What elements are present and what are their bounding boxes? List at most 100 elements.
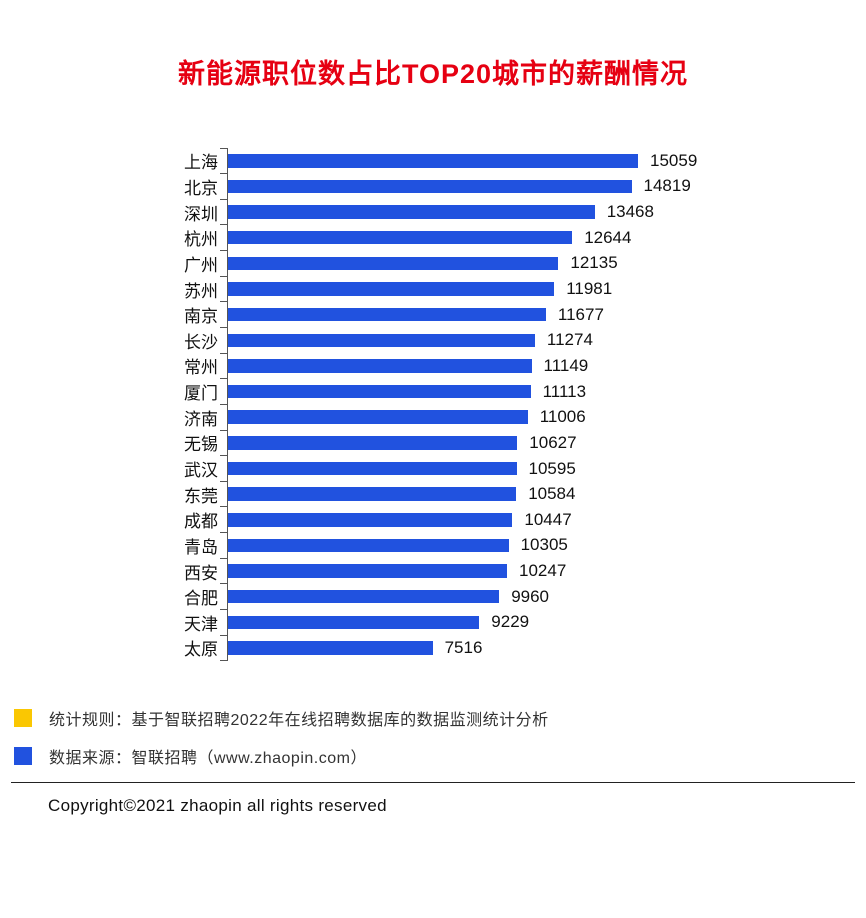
value-label: 11677: [557, 304, 604, 324]
footnotes: 统计规则：基于智联招聘2022年在线招聘数据库的数据监测统计分析 数据来源：智联…: [0, 706, 866, 768]
category-label: 合肥: [184, 589, 218, 609]
bar-area: 12135: [220, 250, 842, 277]
bar-area: 11274: [220, 326, 842, 354]
bar: [228, 307, 546, 322]
category-label: 成都: [184, 512, 218, 532]
bar: [228, 513, 513, 527]
bar: [228, 154, 638, 168]
value-label: 15059: [650, 150, 698, 170]
bar-row: 深圳 13468: [142, 198, 842, 225]
value-label: 14819: [643, 176, 691, 196]
bar-row: 东莞 10584: [142, 480, 842, 507]
bar: [228, 436, 518, 450]
category-label: 无锡: [184, 435, 218, 455]
bar-area: 9960: [220, 583, 842, 610]
bar-area: 11149: [220, 352, 842, 379]
bar-area: 11113: [220, 378, 842, 405]
footnote-text: 统计规则：基于智联招聘2022年在线招聘数据库的数据监测统计分析: [49, 711, 549, 729]
legend-marker: [14, 746, 32, 765]
bar: [228, 205, 595, 219]
category-label: 常州: [184, 358, 218, 378]
infographic-page: 新能源职位数占比TOP20城市的薪酬情况 上海 15059 北京 14819 深圳 134…: [0, 52, 866, 918]
bar-area: 13468: [220, 198, 842, 225]
value-label: 11113: [542, 381, 587, 401]
bar: [228, 282, 555, 296]
value-label: 11006: [539, 407, 586, 427]
bar-chart: 上海 15059 北京 14819 深圳 13468 杭州 12644 广州 12135 苏州 119…: [142, 147, 866, 661]
value-label: 11274: [546, 330, 593, 350]
bar-area: 12644: [220, 224, 842, 251]
value-label: 9960: [511, 586, 550, 606]
chart-title: 新能源职位数占比TOP20城市的薪酬情况: [177, 59, 689, 89]
category-label: 北京: [184, 178, 218, 198]
bar-area: 11981: [220, 275, 842, 302]
bar-row: 太原 7516: [142, 634, 842, 661]
category-label: 杭州: [184, 230, 218, 250]
bar-row: 济南 11006: [142, 403, 842, 431]
footnote-data-source: 数据来源：智联招聘（www.zhaopin.com）: [14, 744, 866, 768]
value-label: 12644: [584, 227, 632, 247]
copyright-text: Copyright©2021 zhaopin all rights reserv…: [48, 795, 387, 815]
bar: [228, 333, 535, 348]
bar-row: 厦门 11113: [142, 378, 842, 405]
bar-area: 10595: [220, 455, 842, 482]
value-label: 9229: [491, 612, 530, 632]
bar-area: 10305: [220, 532, 842, 559]
bar-row: 长沙 11274: [142, 326, 842, 354]
footnote-statistics-rule: 统计规则：基于智联招聘2022年在线招聘数据库的数据监测统计分析: [14, 706, 866, 730]
bar-area: 10584: [220, 480, 842, 507]
category-label: 青岛: [184, 537, 218, 557]
bar: [228, 589, 500, 604]
footnote-text: 数据来源：智联招聘（www.zhaopin.com）: [49, 749, 367, 767]
category-label: 厦门: [184, 384, 218, 404]
value-label: 10584: [528, 484, 576, 504]
bar-row: 常州 11149: [142, 352, 842, 379]
bar: [228, 461, 517, 476]
category-label: 西安: [184, 563, 218, 583]
bar-area: 7516: [220, 634, 842, 661]
bar-row: 天津 9229: [142, 609, 842, 636]
bar-area: 15059: [220, 147, 842, 174]
bar: [228, 564, 507, 578]
bar-area: 10627: [220, 429, 842, 456]
category-label: 天津: [184, 614, 218, 634]
bar-row: 杭州 12644: [142, 224, 842, 251]
bar: [228, 384, 531, 399]
bar: [228, 359, 532, 373]
value-label: 11981: [566, 279, 613, 299]
value-label: 7516: [444, 637, 483, 657]
bar-area: 9229: [220, 609, 842, 636]
value-label: 10447: [524, 509, 572, 529]
divider-line: [11, 781, 855, 783]
value-label: 10595: [528, 458, 576, 478]
bar-row: 成都 10447: [142, 506, 842, 533]
bar-row: 武汉 10595: [142, 455, 842, 482]
bar-row: 西安 10247: [142, 557, 842, 584]
bar-area: 11006: [220, 403, 842, 431]
category-label: 长沙: [184, 332, 218, 352]
value-label: 10247: [519, 561, 567, 581]
bar: [228, 615, 480, 630]
value-label: 10305: [520, 535, 568, 555]
bar-area: 11677: [220, 301, 842, 328]
legend-marker: [14, 708, 32, 727]
bar-row: 北京 14819: [142, 173, 842, 200]
bar-row: 青岛 10305: [142, 532, 842, 559]
bar-row: 南京 11677: [142, 301, 842, 328]
category-label: 太原: [184, 640, 218, 660]
value-label: 11149: [543, 355, 589, 375]
category-label: 南京: [184, 307, 218, 327]
category-label: 深圳: [184, 204, 218, 224]
category-label: 广州: [184, 255, 218, 275]
bar: [228, 179, 632, 194]
category-label: 东莞: [184, 486, 218, 506]
bar: [228, 410, 528, 424]
bar: [228, 487, 517, 501]
bar-row: 合肥 9960: [142, 583, 842, 610]
bar: [228, 641, 433, 655]
bar-area: 10447: [220, 506, 842, 533]
bar-row: 无锡 10627: [142, 429, 842, 456]
bar: [228, 256, 559, 271]
category-label: 上海: [184, 153, 218, 173]
bar: [228, 230, 573, 245]
